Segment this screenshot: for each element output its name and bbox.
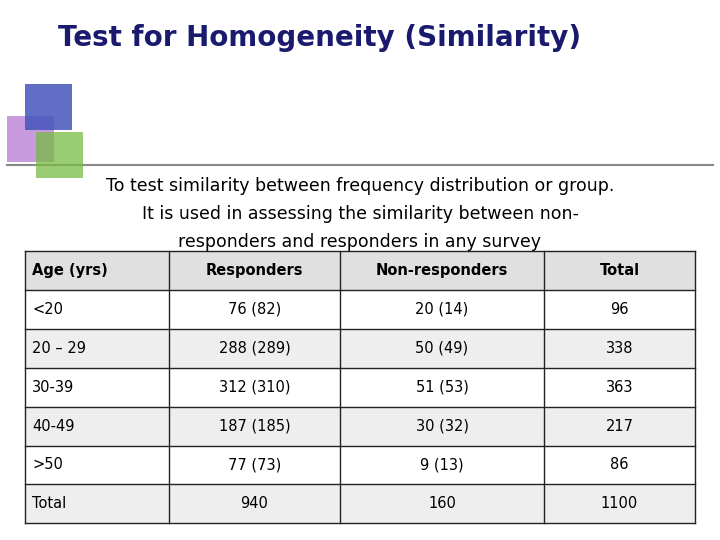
Text: <20: <20: [32, 302, 63, 317]
FancyBboxPatch shape: [25, 329, 695, 368]
Text: Total: Total: [32, 496, 67, 511]
Text: 312 (310): 312 (310): [219, 380, 290, 395]
Text: 30-39: 30-39: [32, 380, 75, 395]
Text: 30 (32): 30 (32): [415, 418, 469, 434]
Text: Test for Homogeneity (Similarity): Test for Homogeneity (Similarity): [58, 24, 581, 52]
Text: 940: 940: [240, 496, 269, 511]
Text: 20 (14): 20 (14): [415, 302, 469, 317]
Text: 20 – 29: 20 – 29: [32, 341, 86, 356]
Text: 51 (53): 51 (53): [415, 380, 469, 395]
Text: responders and responders in any survey: responders and responders in any survey: [179, 233, 541, 251]
Text: 1100: 1100: [601, 496, 638, 511]
Text: To test similarity between frequency distribution or group.: To test similarity between frequency dis…: [106, 177, 614, 195]
Text: 363: 363: [606, 380, 633, 395]
Text: 160: 160: [428, 496, 456, 511]
FancyBboxPatch shape: [25, 484, 695, 523]
FancyBboxPatch shape: [25, 251, 695, 290]
Text: Total: Total: [600, 263, 639, 278]
FancyBboxPatch shape: [25, 446, 695, 484]
Text: 217: 217: [606, 418, 634, 434]
Text: >50: >50: [32, 457, 63, 472]
FancyBboxPatch shape: [25, 407, 695, 446]
Text: It is used in assessing the similarity between non-: It is used in assessing the similarity b…: [142, 205, 578, 223]
Text: Non-responders: Non-responders: [376, 263, 508, 278]
Text: 187 (185): 187 (185): [219, 418, 290, 434]
Text: 50 (49): 50 (49): [415, 341, 469, 356]
Text: Age (yrs): Age (yrs): [32, 263, 108, 278]
FancyBboxPatch shape: [25, 290, 695, 329]
Text: 76 (82): 76 (82): [228, 302, 282, 317]
FancyBboxPatch shape: [25, 84, 72, 130]
Text: 9 (13): 9 (13): [420, 457, 464, 472]
FancyBboxPatch shape: [25, 368, 695, 407]
Text: 338: 338: [606, 341, 633, 356]
Text: 40-49: 40-49: [32, 418, 75, 434]
Text: 96: 96: [611, 302, 629, 317]
Text: 86: 86: [611, 457, 629, 472]
Text: 77 (73): 77 (73): [228, 457, 282, 472]
Text: 288 (289): 288 (289): [219, 341, 290, 356]
Text: Responders: Responders: [206, 263, 303, 278]
FancyBboxPatch shape: [36, 132, 83, 178]
FancyBboxPatch shape: [7, 116, 54, 162]
